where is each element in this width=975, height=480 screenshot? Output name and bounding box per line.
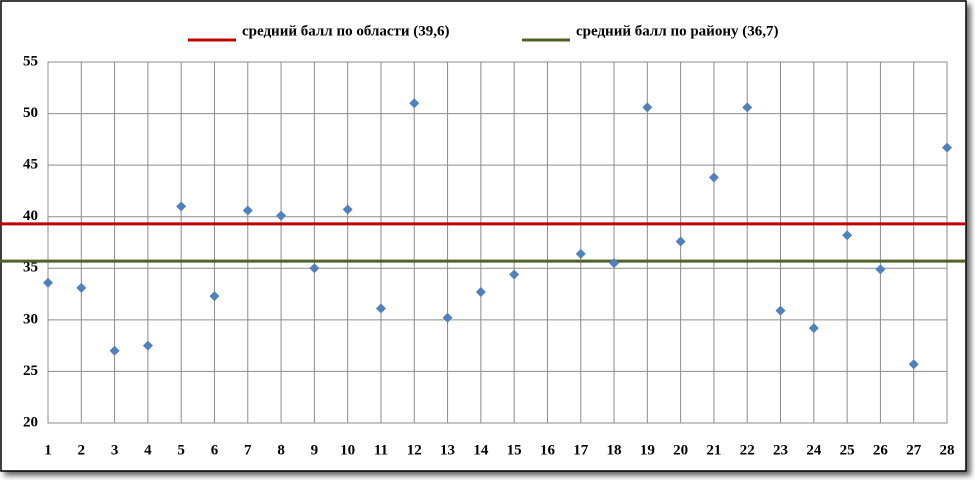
x-tick-label: 15	[507, 442, 522, 458]
x-tick-label: 18	[607, 442, 622, 458]
data-point	[609, 258, 620, 269]
y-tick-label: 30	[23, 311, 38, 327]
data-point	[775, 305, 786, 316]
y-tick-label: 20	[23, 414, 38, 430]
y-tick-label: 40	[23, 208, 38, 224]
x-tick-label: 26	[873, 442, 889, 458]
x-tick-label: 20	[673, 442, 688, 458]
data-point	[942, 142, 952, 153]
data-point	[575, 248, 586, 259]
data-point	[76, 282, 87, 293]
y-tick-label: 35	[23, 260, 38, 276]
x-tick-label: 19	[640, 442, 655, 458]
data-point	[375, 303, 386, 314]
data-point	[675, 236, 686, 247]
data-point	[442, 312, 453, 323]
x-tick-label: 27	[906, 442, 922, 458]
data-point	[842, 230, 853, 241]
x-tick-label: 3	[111, 442, 119, 458]
x-tick-label: 25	[840, 442, 855, 458]
data-point	[342, 204, 353, 215]
data-point	[309, 263, 320, 274]
data-point	[109, 345, 120, 356]
data-point	[276, 210, 287, 221]
data-point	[475, 287, 486, 298]
x-tick-label: 5	[177, 442, 185, 458]
data-point	[908, 359, 919, 370]
x-tick-label: 10	[340, 442, 355, 458]
plot-area	[47, 61, 948, 424]
data-point	[875, 264, 886, 275]
data-point	[642, 102, 653, 113]
x-tick-label: 21	[706, 442, 721, 458]
y-tick-label: 45	[23, 157, 38, 173]
x-tick-label: 28	[940, 442, 955, 458]
x-tick-label: 4	[144, 442, 152, 458]
x-tick-label: 23	[773, 442, 788, 458]
y-tick-label: 55	[23, 53, 38, 69]
x-tick-label: 14	[473, 442, 489, 458]
x-tick-label: 22	[740, 442, 755, 458]
legend-label: средний балл по области (39,6)	[242, 23, 450, 39]
data-point	[742, 102, 753, 113]
data-point	[209, 291, 220, 302]
x-tick-label: 2	[78, 442, 86, 458]
x-tick-label: 7	[244, 442, 252, 458]
x-tick-label: 24	[806, 442, 822, 458]
data-point	[242, 205, 253, 216]
data-point	[176, 201, 187, 212]
data-point	[142, 340, 153, 351]
x-tick-label: 12	[407, 442, 422, 458]
x-tick-label: 17	[573, 442, 589, 458]
x-tick-label: 13	[440, 442, 455, 458]
y-tick-label: 25	[23, 363, 38, 379]
data-point	[43, 277, 53, 288]
y-tick-label: 50	[23, 105, 38, 121]
data-point	[409, 98, 420, 109]
data-point	[808, 323, 819, 334]
legend-label: средний балл по району (36,7)	[576, 23, 778, 39]
x-tick-label: 9	[311, 442, 319, 458]
x-tick-label: 16	[540, 442, 556, 458]
x-tick-label: 11	[374, 442, 388, 458]
x-tick-label: 8	[277, 442, 285, 458]
data-point	[708, 172, 719, 183]
data-point	[509, 269, 520, 280]
x-tick-label: 6	[211, 442, 219, 458]
x-tick-label: 1	[44, 442, 52, 458]
